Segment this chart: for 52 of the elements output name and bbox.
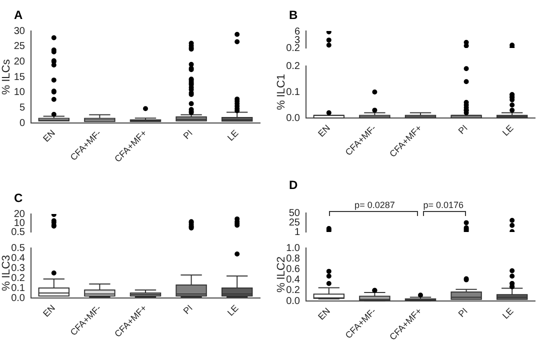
x-tick-label: EN: [316, 306, 332, 322]
y-tick-label: 0: [19, 118, 26, 129]
x-tick-label: EN: [316, 122, 332, 139]
y-tick-label: 0.2: [286, 60, 300, 72]
y-tick-label: 0.1: [11, 282, 26, 294]
x-tick-label: LE: [500, 306, 516, 321]
y-tick-label: 0.4: [11, 252, 26, 264]
x-tick-label: PI: [456, 306, 470, 320]
y-tick-label: 5: [19, 102, 26, 114]
y-axis-title: % ILC3: [0, 254, 13, 292]
y-tick-label: 0.8: [286, 253, 300, 264]
x-tick-label: PI: [181, 302, 194, 316]
y-tick-label: 20: [14, 56, 26, 68]
y-tick-label: 10: [14, 218, 26, 230]
y-tick-label: 0.4: [286, 274, 300, 286]
x-tick-label: PI: [181, 128, 194, 142]
x-tick-label: EN: [41, 128, 58, 144]
y-tick-label: 0.5: [11, 242, 26, 254]
text: p= 0.0176: [423, 200, 464, 210]
x-tick-label: LE: [225, 128, 240, 143]
y-tick-label: 0.5: [11, 226, 26, 238]
y-tick-label: 0.1: [286, 86, 300, 98]
x-tick-label: LE: [225, 302, 240, 318]
chart-title: C: [14, 191, 23, 205]
y-tick-label: 0.2: [11, 272, 26, 284]
y-tick-label: 1.0: [286, 242, 300, 254]
y-tick-label: 0.2: [286, 42, 300, 54]
x-tick-label: PI: [456, 122, 470, 136]
y-tick-label: 0.2: [286, 285, 300, 296]
x-tick-label: EN: [41, 302, 58, 319]
y-tick-label: 0.6: [286, 264, 300, 275]
y-tick-label: 20: [14, 209, 26, 220]
y-tick-label: 0.3: [11, 262, 26, 274]
y-tick-label: 0.0: [286, 296, 300, 307]
chart-title: D: [289, 178, 298, 192]
y-tick-label: 10: [14, 87, 26, 98]
y-tick-label: 25: [14, 41, 26, 52]
y-tick-label: 1: [294, 226, 300, 238]
y-tick-label: 15: [14, 72, 26, 83]
x-tick-label: LE: [500, 122, 516, 138]
y-tick-label: 0.0: [286, 112, 300, 124]
y-axis-title: % ILC2: [276, 256, 288, 293]
chart-title: A: [14, 8, 23, 22]
y-tick-label: 25: [288, 217, 300, 228]
y-tick-label: 0.0: [11, 292, 26, 304]
chart-title: B: [289, 8, 298, 22]
y-axis-title: % ILCs: [0, 58, 13, 95]
y-tick-label: 50: [288, 208, 300, 219]
text: p= 0.0287: [354, 200, 395, 210]
y-axis-title: % ILC1: [276, 74, 288, 110]
y-tick-label: 30: [14, 26, 26, 37]
y-tick-label: 6: [294, 26, 300, 38]
